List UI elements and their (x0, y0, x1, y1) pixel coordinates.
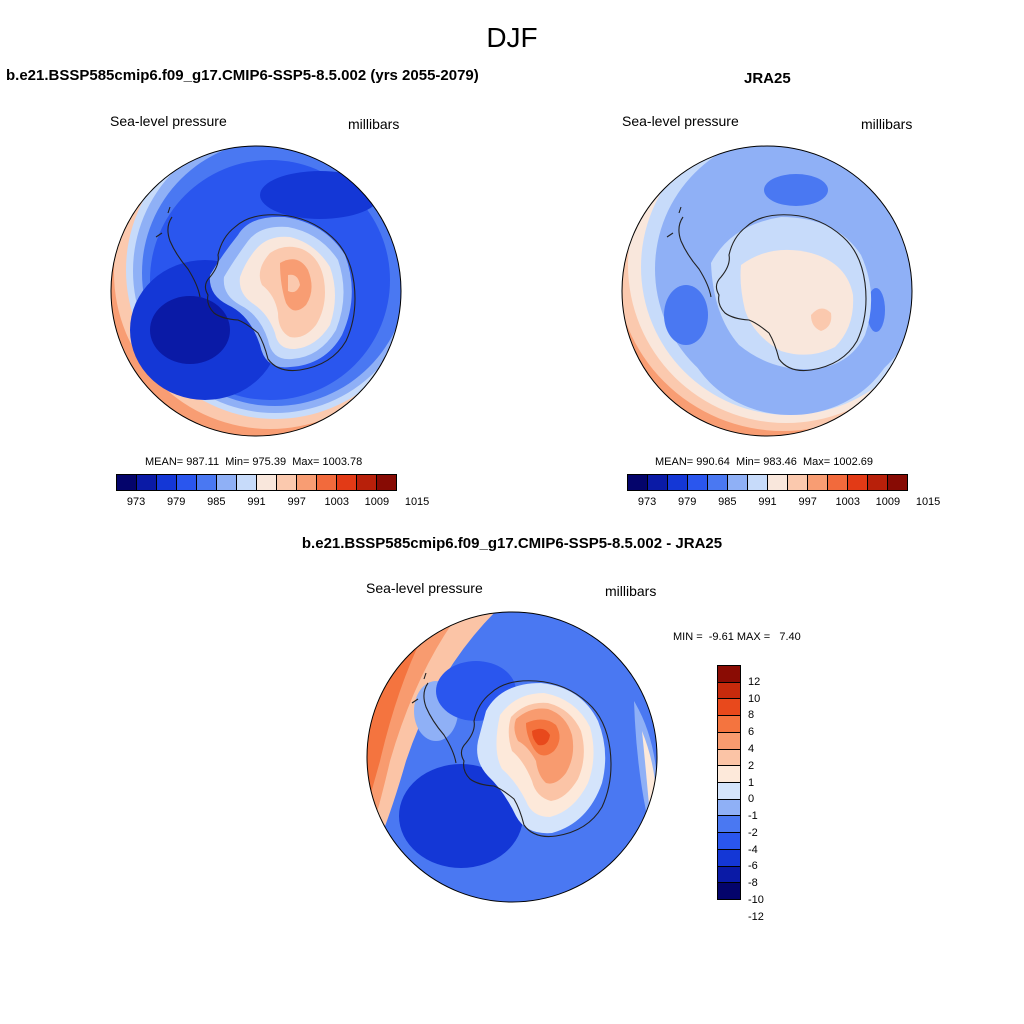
colorbar-swatch (828, 475, 848, 490)
colorbar-tick-label: 973 (637, 496, 657, 508)
panel2-colorbar (627, 474, 908, 491)
colorbar-tick-label: -12 (748, 910, 764, 923)
panel2-min: Min= 983.46 (736, 456, 797, 468)
panel3-variable-label: Sea-level pressure (366, 580, 483, 596)
colorbar-tick-label: 991 (247, 496, 266, 508)
colorbar-tick-label: 1009 (875, 496, 901, 508)
colorbar-swatch (157, 475, 177, 490)
colorbar-swatch (357, 475, 377, 490)
panel1-mean: MEAN= 987.11 (145, 456, 220, 468)
colorbar-tick-label: 6 (748, 726, 755, 739)
panel3-polar-map (366, 611, 658, 903)
colorbar-swatch (888, 475, 907, 490)
panel1-max: Max= 1003.78 (292, 456, 363, 468)
colorbar-tick-label: -10 (748, 894, 764, 906)
colorbar-swatch (718, 666, 740, 683)
colorbar-tick-label: 997 (798, 496, 817, 508)
colorbar-swatch (848, 475, 868, 490)
colorbar-tick-label: 2 (748, 759, 755, 772)
colorbar-swatch (718, 682, 740, 700)
colorbar-swatch (277, 475, 297, 490)
panel1-polar-map (110, 145, 402, 437)
panel3-colorbar (717, 665, 741, 900)
colorbar-swatch (718, 883, 740, 900)
colorbar-swatch (297, 475, 317, 490)
colorbar-swatch (718, 699, 740, 717)
colorbar-swatch (648, 475, 668, 490)
colorbar-swatch (808, 475, 828, 490)
panel2-polar-map (621, 145, 913, 437)
panel1-colorbar (116, 474, 397, 491)
colorbar-swatch (788, 475, 808, 490)
colorbar-swatch (177, 475, 197, 490)
colorbar-swatch (217, 475, 237, 490)
colorbar-tick-label: 979 (167, 496, 186, 508)
panel2-variable-label: Sea-level pressure (622, 113, 739, 129)
colorbar-swatch (718, 816, 740, 834)
colorbar-swatch (718, 716, 740, 733)
colorbar-swatch (768, 475, 788, 490)
panel3-units-label: millibars (605, 583, 657, 599)
colorbar-swatch (668, 475, 688, 490)
colorbar-swatch (748, 475, 768, 490)
colorbar-swatch (718, 783, 740, 800)
panel1-variable-label: Sea-level pressure (110, 113, 227, 129)
colorbar-swatch (117, 475, 137, 490)
colorbar-swatch (197, 475, 217, 490)
colorbar-tick-label: 0 (748, 793, 755, 806)
colorbar-swatch (708, 475, 728, 490)
panel1-min: Min= 975.39 (225, 456, 287, 468)
panel2-units-label: millibars (861, 116, 913, 132)
colorbar-tick-label: -1 (748, 810, 758, 823)
colorbar-tick-label: -6 (748, 860, 758, 873)
colorbar-swatch (337, 475, 357, 490)
panel2-title: JRA25 (744, 70, 791, 87)
panel1-title: b.e21.BSSP585cmip6.f09_g17.CMIP6-SSP5-8.… (6, 67, 479, 84)
colorbar-swatch (137, 475, 157, 490)
panel1-units-label: millibars (348, 116, 400, 132)
colorbar-swatch (718, 866, 740, 884)
panel3-colorbar-ticks: 12 10 8 6 4 2 1 0 -1 -2 -4 -6 -8 -10 -12 (748, 665, 778, 923)
colorbar-tick-label: 985 (718, 496, 737, 508)
colorbar-tick-label: 1015 (404, 496, 430, 508)
figure-title: DJF (486, 22, 538, 53)
colorbar-swatch (628, 475, 648, 490)
panel1-colorbar-ticks: 973 979 985 991 997 1003 1009 1015 (116, 496, 429, 510)
colorbar-swatch (718, 849, 740, 867)
colorbar-tick-label: -8 (748, 877, 758, 890)
panel2-colorbar-ticks: 973 979 985 991 997 1003 1009 1015 (627, 496, 940, 510)
colorbar-swatch (257, 475, 277, 490)
panel2-mean: MEAN= 990.64 (655, 456, 730, 468)
colorbar-tick-label: 991 (758, 496, 777, 508)
colorbar-tick-label: 1 (748, 776, 755, 789)
panel3-title: b.e21.BSSP585cmip6.f09_g17.CMIP6-SSP5-8.… (301, 535, 723, 552)
colorbar-swatch (237, 475, 257, 490)
colorbar-tick-label: 1009 (364, 496, 390, 508)
colorbar-tick-label: 973 (126, 496, 146, 508)
colorbar-swatch (868, 475, 888, 490)
colorbar-swatch (718, 749, 740, 767)
colorbar-tick-label: 985 (207, 496, 226, 508)
colorbar-tick-label: -4 (748, 843, 758, 856)
colorbar-swatch (718, 833, 740, 850)
colorbar-swatch (688, 475, 708, 490)
colorbar-tick-label: 1003 (324, 496, 350, 508)
colorbar-swatch (377, 475, 396, 490)
colorbar-tick-label: -2 (748, 826, 758, 839)
colorbar-tick-label: 1003 (835, 496, 861, 508)
colorbar-swatch (728, 475, 748, 490)
colorbar-swatch (718, 766, 740, 784)
panel3-minmax: MIN = -9.61 MAX = 7.40 (673, 631, 801, 643)
colorbar-tick-label: 997 (287, 496, 306, 508)
colorbar-tick-label: 1015 (915, 496, 941, 508)
colorbar-swatch (718, 732, 740, 750)
colorbar-swatch (718, 799, 740, 817)
panel2-max: Max= 1002.69 (803, 456, 874, 468)
colorbar-tick-label: 10 (748, 692, 761, 705)
colorbar-swatch (317, 475, 337, 490)
colorbar-tick-label: 4 (748, 742, 755, 755)
colorbar-tick-label: 12 (748, 675, 761, 688)
colorbar-tick-label: 8 (748, 709, 755, 722)
colorbar-tick-label: 979 (678, 496, 697, 508)
